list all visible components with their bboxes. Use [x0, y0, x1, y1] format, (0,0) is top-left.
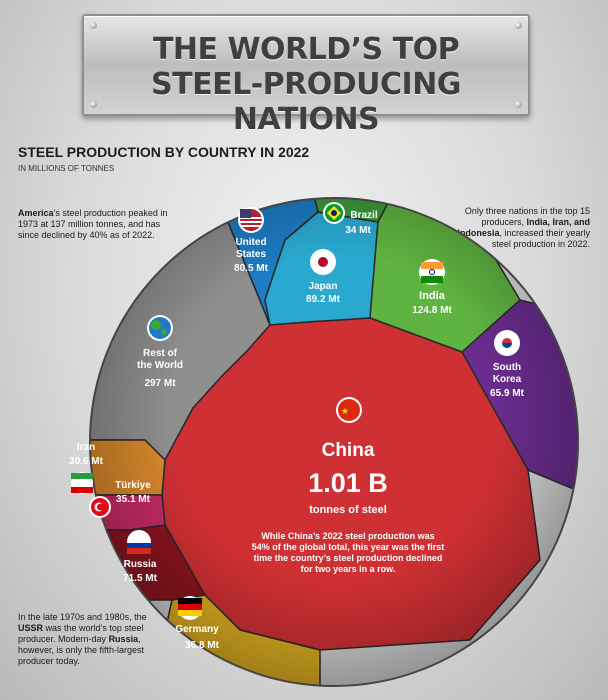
- label-rest-line1: Rest of: [143, 348, 178, 359]
- label-russia-value: 71.5 Mt: [123, 573, 158, 584]
- label-korea-line1: South: [493, 362, 521, 373]
- chart-outline: [89, 197, 579, 687]
- label-united-states: United States 80.5 Mt: [234, 237, 269, 274]
- note-ussr-mid: was the world’s top steel producer. Mode…: [18, 623, 144, 644]
- flag-germany-icon: [178, 596, 202, 620]
- flag-south-korea-icon: [494, 330, 520, 356]
- label-iran-value: 30.6 Mt: [69, 456, 104, 467]
- note-america-bold: America: [18, 208, 54, 218]
- label-china: China 1.01 B tonnes of steel: [308, 440, 388, 516]
- label-india: India 124.8 Mt: [412, 290, 452, 316]
- label-germany-value: 36.8 Mt: [185, 640, 220, 651]
- label-south-korea: South Korea 65.9 Mt: [490, 362, 525, 399]
- china-note-line4: for two years in a row.: [301, 564, 396, 574]
- label-japan: Japan 89.2 Mt: [306, 281, 341, 305]
- page-title: THE WORLD’S TOP STEEL-PRODUCING NATIONS: [84, 32, 528, 137]
- label-china-name: China: [322, 440, 375, 461]
- flag-india-icon: [419, 259, 445, 285]
- flag-iran-icon: [71, 472, 93, 494]
- label-brazil-name: Brazil: [350, 210, 377, 221]
- rivet-icon: [515, 22, 522, 29]
- label-india-value: 124.8 Mt: [412, 305, 452, 316]
- label-brazil: Brazil 34 Mt: [345, 210, 378, 236]
- label-us-line1: United: [235, 237, 266, 248]
- note-ussr-post: , however, is only the fifth-largest pro…: [18, 634, 145, 666]
- label-rest-of-world: Rest of the World 297 Mt: [137, 348, 183, 389]
- label-rest-value: 297 Mt: [144, 378, 176, 389]
- note-ussr: In the late 1970s and 1980s, the USSR wa…: [18, 612, 168, 667]
- rivet-icon: [90, 22, 97, 29]
- flag-japan-icon: [310, 249, 336, 275]
- label-iran: Iran 30.6 Mt: [69, 442, 104, 467]
- label-china-unit: tonnes of steel: [309, 504, 387, 516]
- label-india-name: India: [419, 290, 446, 302]
- note-three-pre: Only three nations in the top 15 produce…: [464, 206, 590, 227]
- label-japan-value: 89.2 Mt: [306, 294, 341, 305]
- page-title-line2: STEEL-PRODUCING NATIONS: [151, 67, 461, 137]
- rivet-icon: [515, 101, 522, 108]
- label-turkiye: Türkiye 35.1 Mt: [115, 480, 151, 505]
- flag-china-icon: ★: [336, 397, 362, 423]
- flag-us-icon: [238, 207, 264, 233]
- title-plate: THE WORLD’S TOP STEEL-PRODUCING NATIONS: [82, 14, 530, 137]
- flag-turkiye-icon: [89, 496, 111, 518]
- label-rest-line2: the World: [137, 360, 183, 371]
- label-japan-name: Japan: [309, 281, 338, 292]
- label-brazil-value: 34 Mt: [345, 225, 371, 236]
- flag-brazil-icon: [323, 202, 345, 224]
- label-germany: Germany 36.8 Mt: [175, 624, 219, 651]
- label-russia: Russia 71.5 Mt: [123, 559, 158, 584]
- svg-text:★: ★: [341, 406, 349, 416]
- label-germany-name: Germany: [175, 624, 219, 635]
- note-ussr-pre: In the late 1970s and 1980s, the: [18, 612, 147, 622]
- label-us-line2: States: [236, 249, 266, 260]
- note-three-bold: India, Iran, and Indonesia: [457, 217, 590, 238]
- china-note-line2: 54% of the global total, this year was t…: [252, 542, 445, 552]
- page-title-line1: THE WORLD’S TOP: [152, 32, 460, 67]
- note-america: America’s steel production peaked in 197…: [18, 208, 168, 241]
- chart-subtitle: STEEL PRODUCTION BY COUNTRY IN 2022: [18, 144, 310, 160]
- china-note-line1: While China’s 2022 steel production was: [261, 531, 434, 541]
- note-ussr-bold1: USSR: [18, 623, 44, 633]
- label-turkiye-name: Türkiye: [115, 480, 151, 491]
- shade-overlay: [90, 198, 578, 686]
- flag-russia-icon: [127, 530, 151, 554]
- label-russia-name: Russia: [124, 559, 157, 570]
- chart-units: IN MILLIONS OF TONNES: [18, 164, 115, 173]
- label-iran-name: Iran: [77, 442, 95, 453]
- globe-icon: [147, 315, 173, 341]
- note-ussr-bold2: Russia: [108, 634, 139, 644]
- label-korea-line2: Korea: [493, 374, 522, 385]
- note-three-nations: Only three nations in the top 15 produce…: [440, 206, 590, 250]
- note-america-text: ’s steel production peaked in 1973 at 13…: [18, 208, 168, 240]
- china-note-line3: time the country’s steel production decl…: [254, 553, 443, 563]
- label-china-value: 1.01 B: [308, 468, 388, 498]
- label-us-value: 80.5 Mt: [234, 263, 269, 274]
- note-three-post: , increased their yearly steel productio…: [491, 228, 590, 249]
- label-turkiye-value: 35.1 Mt: [116, 494, 151, 505]
- rivet-icon: [90, 101, 97, 108]
- label-korea-value: 65.9 Mt: [490, 388, 525, 399]
